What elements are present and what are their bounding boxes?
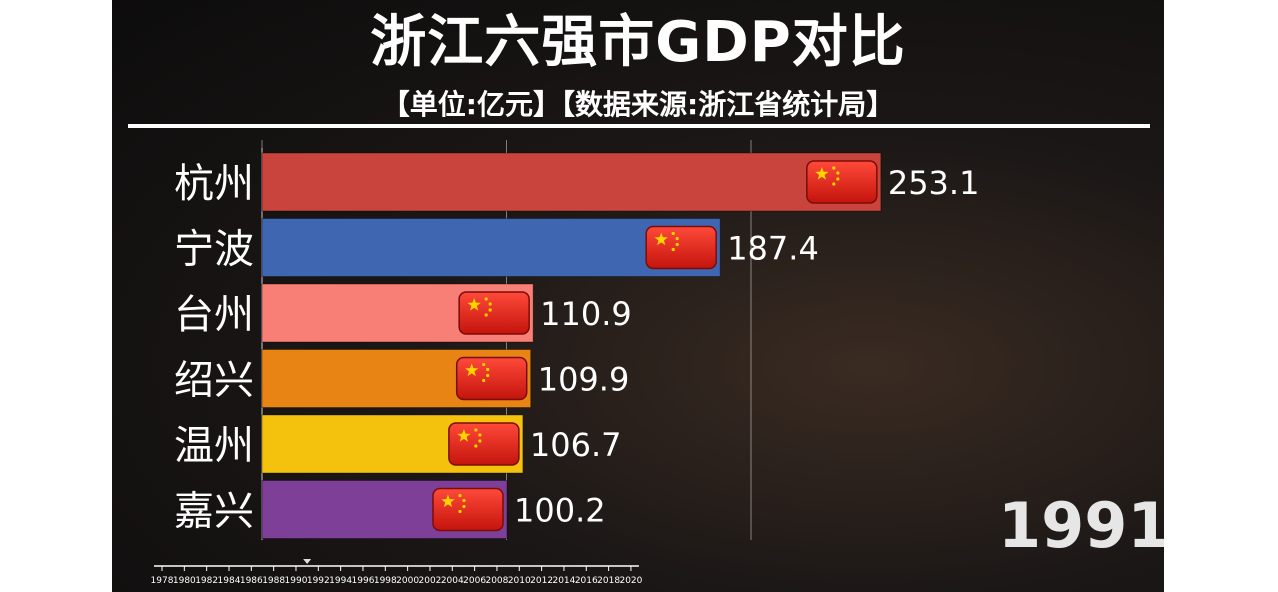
flag-small-star — [474, 444, 478, 448]
timeline-marker — [303, 559, 312, 564]
flag-star — [457, 429, 471, 442]
category-label: 台州 — [174, 292, 254, 338]
chart-title: 浙江六强市GDP对比 — [370, 10, 906, 75]
timeline-tick-label: 1996 — [352, 576, 375, 586]
flag-small-star — [458, 493, 462, 498]
chart-subtitle: 【单位:亿元】【数据来源:浙江省统计局】 — [381, 88, 895, 121]
timeline-tick-label: 2006 — [463, 576, 486, 586]
timeline-tick-label: 1990 — [285, 576, 308, 586]
current-year-label: 1991 — [998, 489, 1164, 562]
flag-small-star — [832, 182, 836, 186]
flag-small-star — [458, 509, 462, 514]
flag-body — [645, 225, 717, 270]
timeline-tick-label: 1998 — [374, 576, 397, 586]
flag-small-star — [671, 231, 675, 236]
flag-body — [448, 422, 520, 466]
china-flag-icon — [645, 225, 717, 270]
flag-small-star — [478, 433, 482, 437]
china-flag-icon — [448, 422, 520, 466]
timeline-tick-label: 1992 — [307, 576, 330, 586]
category-label: 宁波 — [174, 227, 254, 273]
china-flag-icon — [806, 160, 878, 204]
flag-body — [806, 160, 878, 204]
value-label: 100.2 — [514, 492, 606, 530]
timeline-tick-label: 2010 — [508, 576, 531, 586]
category-label: 温州 — [174, 423, 254, 469]
timeline-tick-label: 2002 — [419, 576, 442, 586]
china-flag-icon — [458, 291, 530, 335]
category-label: 绍兴 — [174, 358, 254, 404]
china-flag-icon — [432, 487, 504, 532]
flag-star — [441, 494, 455, 508]
flag-small-star — [462, 498, 466, 503]
flag-small-star — [832, 166, 836, 170]
flag-small-star — [488, 308, 492, 312]
china-flag-icon — [455, 356, 528, 401]
timeline-tick-label: 1994 — [329, 576, 352, 586]
value-label: 110.9 — [540, 295, 632, 333]
flag-small-star — [484, 297, 488, 301]
flag-small-star — [478, 439, 482, 443]
timeline-tick-label: 1982 — [195, 576, 218, 586]
flag-body — [455, 356, 528, 401]
flag-small-star — [462, 504, 466, 509]
timeline-tick-label: 2014 — [552, 576, 575, 586]
flag-small-star — [482, 362, 486, 367]
value-label: 109.9 — [538, 361, 630, 399]
category-label: 杭州 — [174, 161, 254, 207]
flag-small-star — [486, 367, 490, 372]
timeline-tick-label: 2020 — [619, 576, 642, 586]
timeline-tick-label: 1988 — [262, 576, 285, 586]
timeline-tick-label: 2000 — [396, 576, 419, 586]
flag-small-star — [484, 313, 488, 317]
timeline-tick-label: 2016 — [575, 576, 598, 586]
flag-small-star — [488, 302, 492, 306]
timeline-tick-label: 1980 — [173, 576, 196, 586]
bar-chart: 杭州 253.1 宁波 187.4 台州 110.9 绍兴 109.9 温州 106.7 嘉兴 100… — [151, 140, 980, 586]
timeline-tick-label: 1978 — [151, 576, 174, 586]
flag-body — [432, 487, 504, 532]
timeline-tick-label: 1984 — [218, 576, 241, 586]
flag-small-star — [836, 177, 840, 181]
flag-star — [654, 232, 668, 246]
value-label: 106.7 — [530, 426, 622, 464]
flag-small-star — [482, 378, 486, 383]
flag-star — [815, 167, 829, 180]
bar — [261, 218, 721, 277]
flag-body — [458, 291, 530, 335]
flag-small-star — [671, 247, 675, 252]
flag-small-star — [836, 171, 840, 175]
title-divider — [128, 124, 1150, 128]
timeline-tick-label: 2008 — [485, 576, 508, 586]
flag-star — [465, 363, 479, 377]
timeline-tick-label: 2004 — [441, 576, 464, 586]
chart-stage: 杭州 253.1 宁波 187.4 台州 110.9 绍兴 109.9 温州 106.7 嘉兴 100… — [112, 0, 1164, 592]
category-label: 嘉兴 — [174, 489, 254, 535]
flag-small-star — [675, 236, 679, 241]
timeline-tick-label: 2012 — [530, 576, 553, 586]
timeline-tick-label: 1986 — [240, 576, 263, 586]
flag-small-star — [486, 373, 490, 378]
timeline-tick-label: 2018 — [597, 576, 620, 586]
flag-small-star — [675, 242, 679, 247]
flag-star — [467, 298, 481, 311]
value-label: 187.4 — [727, 230, 819, 268]
bar — [261, 152, 882, 212]
flag-small-star — [474, 428, 478, 432]
value-label: 253.1 — [888, 164, 980, 202]
